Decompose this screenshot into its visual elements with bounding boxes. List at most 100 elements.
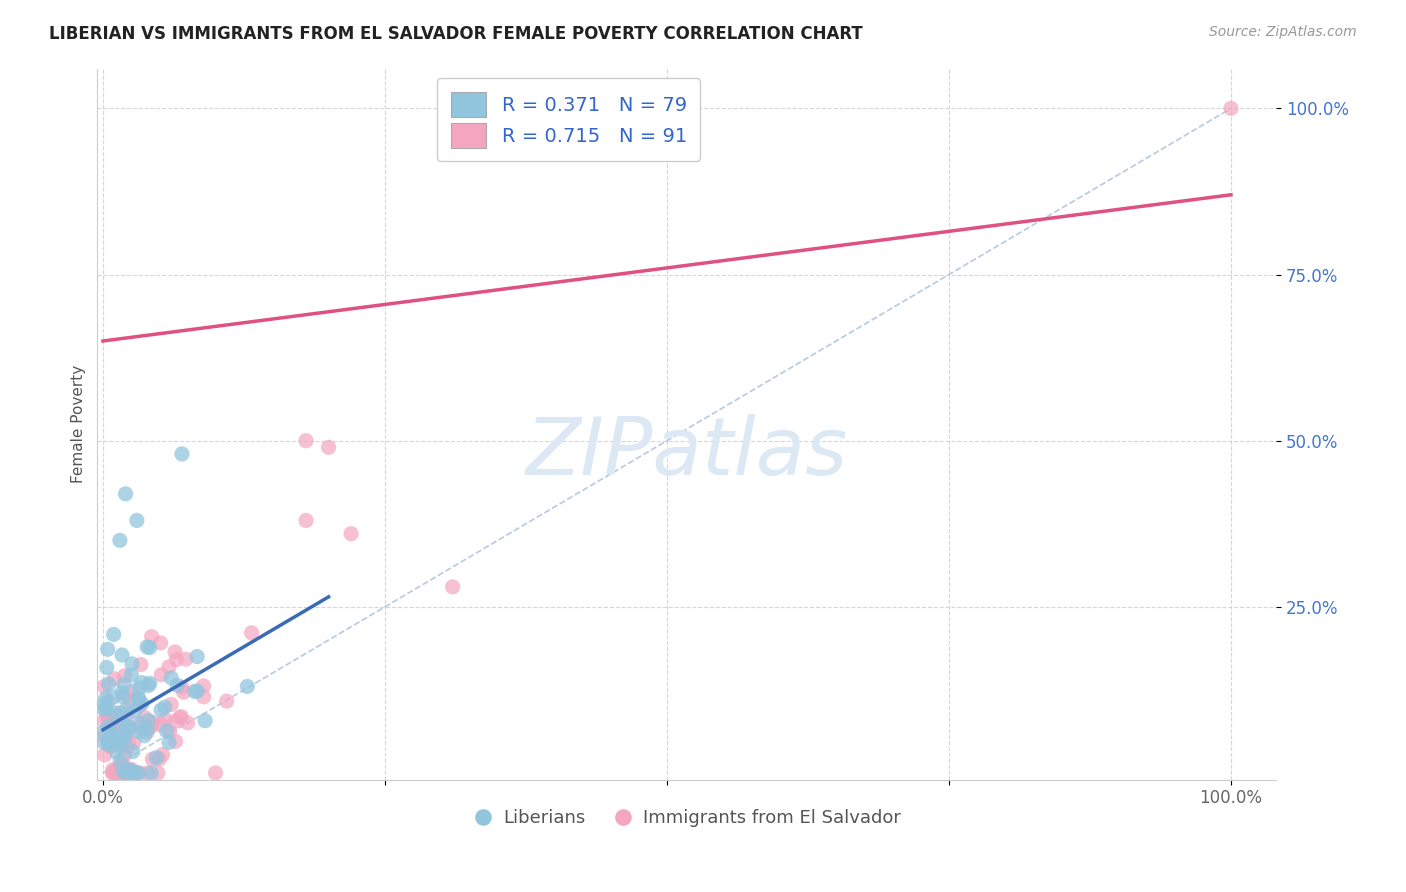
Point: [122, 736, 145, 750]
Point: [186, 649, 208, 664]
Point: [115, 701, 138, 715]
Point: [105, 709, 128, 723]
Point: [150, 667, 173, 681]
Point: [131, 697, 153, 711]
Point: [120, 694, 142, 708]
Point: [93, 697, 115, 711]
Point: [104, 711, 127, 725]
Point: [115, 766, 138, 780]
Point: [105, 762, 128, 776]
Point: [155, 723, 177, 738]
Point: [111, 764, 134, 778]
Point: [105, 766, 128, 780]
Point: [128, 766, 150, 780]
Point: [93, 714, 115, 728]
Point: [128, 692, 150, 706]
Point: [115, 707, 138, 722]
Point: [441, 580, 464, 594]
Point: [97, 731, 120, 746]
Legend: Liberians, Immigrants from El Salvador: Liberians, Immigrants from El Salvador: [465, 802, 908, 835]
Point: [120, 668, 142, 682]
Point: [139, 640, 162, 655]
Point: [121, 764, 143, 779]
Point: [176, 715, 198, 730]
Point: [96, 660, 118, 674]
Point: [146, 766, 169, 780]
Point: [125, 766, 148, 780]
Point: [97, 719, 120, 733]
Point: [183, 684, 205, 698]
Point: [111, 722, 134, 736]
Point: [215, 694, 238, 708]
Point: [108, 533, 131, 548]
Point: [141, 752, 163, 766]
Point: [173, 685, 195, 699]
Point: [124, 704, 146, 718]
Point: [101, 763, 124, 777]
Point: [112, 677, 135, 691]
Point: [150, 703, 173, 717]
Point: [94, 729, 117, 743]
Point: [136, 640, 159, 654]
Point: [120, 721, 142, 735]
Point: [136, 723, 159, 737]
Point: [117, 723, 139, 737]
Point: [112, 731, 135, 746]
Point: [105, 711, 128, 725]
Point: [145, 750, 167, 764]
Point: [103, 672, 125, 686]
Text: ZIPatlas: ZIPatlas: [526, 414, 848, 491]
Point: [134, 711, 156, 725]
Point: [125, 513, 148, 527]
Point: [122, 744, 145, 758]
Point: [170, 447, 193, 461]
Point: [98, 711, 121, 725]
Point: [139, 676, 162, 690]
Point: [204, 766, 226, 780]
Point: [118, 736, 141, 750]
Point: [111, 760, 134, 774]
Point: [149, 717, 172, 731]
Point: [93, 735, 115, 749]
Point: [117, 740, 139, 755]
Point: [104, 766, 127, 780]
Point: [165, 645, 187, 659]
Point: [93, 702, 115, 716]
Point: [115, 690, 138, 704]
Point: [114, 487, 136, 501]
Point: [101, 766, 124, 780]
Point: [111, 685, 134, 699]
Point: [160, 698, 183, 712]
Point: [98, 735, 121, 749]
Point: [174, 652, 197, 666]
Point: [141, 719, 163, 733]
Point: [170, 709, 193, 723]
Point: [101, 766, 124, 780]
Point: [112, 758, 135, 772]
Point: [111, 714, 134, 729]
Point: [101, 735, 124, 749]
Point: [114, 668, 136, 682]
Point: [105, 746, 128, 760]
Point: [97, 695, 120, 709]
Point: [110, 754, 132, 768]
Point: [340, 526, 363, 541]
Point: [93, 680, 115, 694]
Point: [117, 763, 139, 777]
Point: [236, 680, 259, 694]
Point: [97, 677, 120, 691]
Point: [114, 730, 136, 744]
Point: [193, 690, 215, 704]
Point: [117, 719, 139, 733]
Point: [98, 714, 121, 728]
Point: [141, 630, 163, 644]
Point: [165, 734, 187, 748]
Point: [153, 700, 176, 714]
Point: [240, 625, 263, 640]
Point: [111, 690, 134, 704]
Point: [97, 738, 120, 752]
Point: [142, 715, 165, 730]
Point: [108, 760, 131, 774]
Point: [128, 716, 150, 731]
Point: [129, 657, 152, 672]
